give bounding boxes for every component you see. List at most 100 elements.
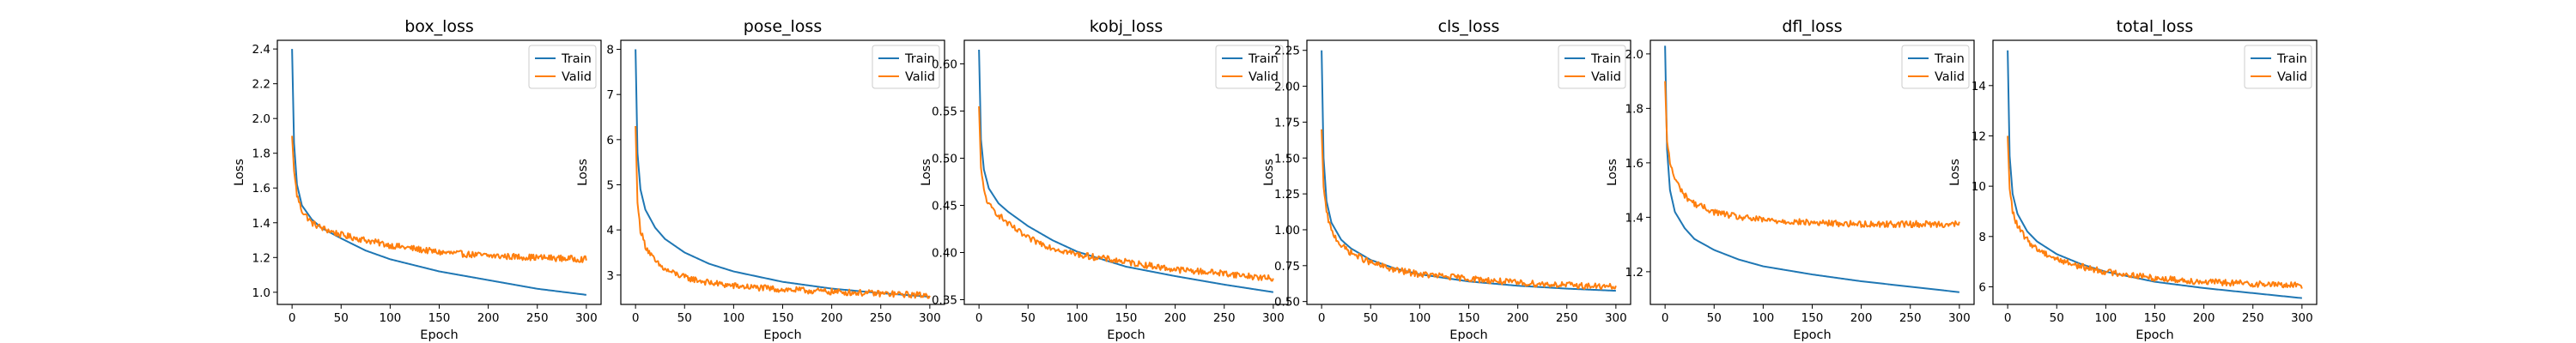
x-tick-label: 0 [289, 311, 296, 325]
x-tick-label: 100 [1066, 311, 1088, 325]
legend-label-train: Train [2276, 52, 2307, 66]
x-tick-label: 250 [2242, 311, 2264, 325]
y-tick-label: 0.50 [932, 153, 957, 166]
legend-label-valid: Valid [562, 70, 592, 84]
subplot-dfl_loss: dfl_loss 0 50 100 150 200 250 300 1.2 1.4 1.6 1.8 2.… [1606, 17, 1975, 342]
x-tick-label: 300 [2291, 311, 2313, 325]
subplot-kobj_loss: kobj_loss 0 50 100 150 200 250 300 0.35 0.40 0.45 0… [920, 17, 1289, 342]
y-tick-label: 2.00 [1274, 81, 1300, 94]
y-tick-label: 2.0 [252, 112, 270, 126]
series-line-valid [2007, 135, 2303, 289]
x-tick-label: 300 [575, 311, 598, 325]
x-tick-label: 250 [870, 311, 892, 325]
y-tick-label: 0.45 [932, 200, 957, 214]
y-tick-label: 1.2 [252, 251, 270, 265]
x-tick-label: 250 [1899, 311, 1922, 325]
y-tick-label: 7 [606, 88, 614, 102]
legend: Train Valid [872, 45, 940, 89]
x-tick-label: 50 [677, 311, 692, 325]
y-tick-label: 2.4 [252, 43, 270, 57]
y-tick-label: 8 [1978, 231, 1986, 244]
x-tick-label: 300 [1605, 311, 1627, 325]
legend-label-valid: Valid [1591, 70, 1621, 84]
x-axis-label: Epoch [420, 328, 458, 342]
legend: Train Valid [1558, 45, 1626, 89]
x-tick-label: 0 [1318, 311, 1326, 325]
y-tick-label: 1.0 [252, 286, 270, 300]
x-tick-label: 200 [1850, 311, 1873, 325]
x-tick-label: 50 [1364, 311, 1378, 325]
x-tick-label: 100 [1408, 311, 1431, 325]
x-tick-label: 50 [1021, 311, 1036, 325]
x-tick-label: 150 [1115, 311, 1138, 325]
x-tick-label: 50 [2050, 311, 2064, 325]
x-axis-label: Epoch [1449, 328, 1487, 342]
y-axis-label: Loss [576, 159, 590, 186]
legend-label-valid: Valid [905, 70, 935, 84]
legend-label-valid: Valid [2277, 70, 2307, 84]
chart-title: total_loss [2117, 17, 2194, 36]
y-tick-label: 12 [1971, 129, 1986, 143]
chart-title: cls_loss [1438, 17, 1500, 36]
subplot-pose_loss: pose_loss 0 50 100 150 200 250 300 3 4 5 6 7 8 Epoch Lo… [576, 17, 945, 342]
series-line-valid [291, 135, 587, 263]
x-tick-label: 150 [2144, 311, 2166, 325]
chart-title: dfl_loss [1782, 17, 1842, 36]
legend: Train Valid [528, 45, 597, 89]
y-tick-label: 1.6 [252, 182, 270, 196]
legend-label-train: Train [1934, 52, 1965, 66]
y-axis-label: Loss [1948, 159, 1962, 186]
y-tick-label: 1.4 [1625, 211, 1643, 225]
x-tick-label: 200 [477, 311, 500, 325]
legend: Train Valid [1215, 45, 1284, 89]
x-tick-label: 100 [1752, 311, 1774, 325]
legend-box [528, 45, 597, 89]
legend: Train Valid [2244, 45, 2312, 89]
x-tick-label: 250 [526, 311, 549, 325]
series-line-valid [1664, 81, 1960, 229]
y-tick-label: 5 [606, 178, 614, 192]
x-tick-label: 0 [975, 311, 983, 325]
legend-box [872, 45, 940, 89]
series-line-train [2007, 50, 2302, 299]
x-tick-label: 300 [919, 311, 941, 325]
x-tick-label: 100 [722, 311, 744, 325]
y-tick-label: 1.50 [1274, 152, 1300, 165]
y-tick-label: 2.2 [252, 78, 270, 92]
x-tick-label: 50 [1707, 311, 1722, 325]
series-line-valid [978, 105, 1274, 282]
series-line-train [291, 49, 586, 296]
x-tick-label: 200 [821, 311, 843, 325]
x-tick-label: 250 [1556, 311, 1578, 325]
y-tick-label: 2.0 [1625, 48, 1643, 62]
y-tick-label: 0.60 [932, 58, 957, 72]
y-tick-label: 6 [606, 134, 614, 147]
x-tick-label: 200 [1507, 311, 1529, 325]
chart-title: pose_loss [744, 17, 822, 36]
y-tick-label: 0.55 [932, 105, 957, 119]
y-tick-label: 0.50 [1274, 296, 1300, 310]
legend-label-train: Train [1248, 52, 1279, 66]
x-tick-label: 150 [772, 311, 794, 325]
y-axis-label: Loss [1262, 159, 1276, 186]
chart-title: box_loss [404, 17, 474, 36]
subplot-total_loss: total_loss 0 50 100 150 200 250 300 6 8 10 12 14 Epoc… [1948, 17, 2318, 342]
series-line-train [978, 49, 1274, 293]
y-tick-label: 0.35 [932, 294, 957, 308]
y-tick-label: 1.6 [1625, 157, 1643, 171]
x-tick-label: 100 [2094, 311, 2117, 325]
y-tick-label: 1.25 [1274, 188, 1300, 202]
y-axis-label: Loss [920, 159, 933, 186]
x-tick-label: 150 [1801, 311, 1824, 325]
subplot-box_loss: box_loss 0 50 100 150 200 250 300 1.0 1.2 1.4 1.6 1.… [233, 17, 602, 342]
x-tick-label: 250 [1213, 311, 1236, 325]
y-tick-label: 1.2 [1625, 266, 1643, 280]
legend-label-valid: Valid [1935, 70, 1965, 84]
series-line-valid [635, 126, 931, 299]
y-tick-label: 0.75 [1274, 260, 1300, 274]
legend-box [1558, 45, 1626, 89]
y-axis-label: Loss [1606, 159, 1619, 186]
y-tick-label: 4 [606, 224, 614, 238]
y-tick-label: 1.4 [252, 217, 270, 231]
